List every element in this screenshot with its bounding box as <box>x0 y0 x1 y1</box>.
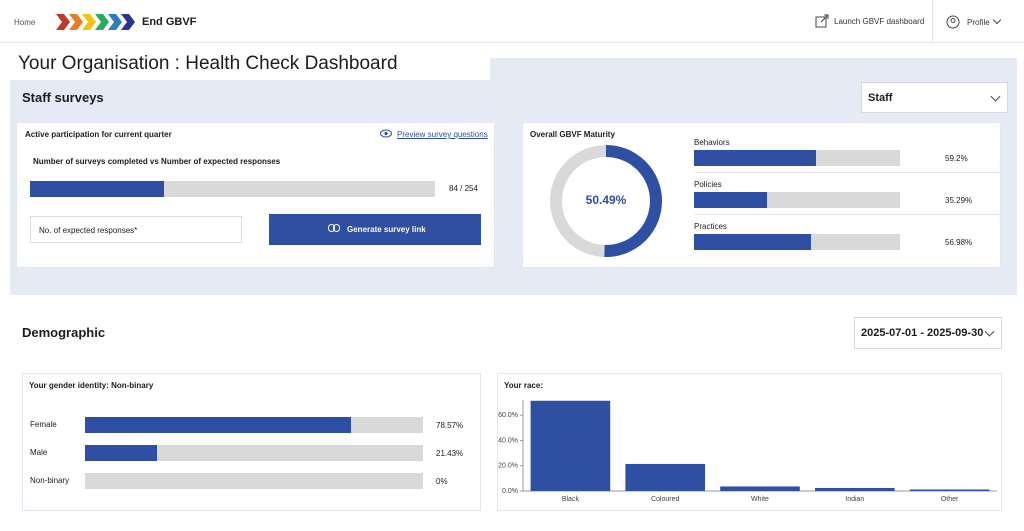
card-title: Your race: <box>504 381 543 390</box>
y-tick-label: 60.0% <box>498 412 518 419</box>
bar-label: Male <box>30 448 48 457</box>
x-tick-label: Other <box>941 496 959 503</box>
bar-label: Female <box>30 420 57 429</box>
input-placeholder: No. of expected responses* <box>39 226 138 235</box>
link-icon <box>328 224 340 232</box>
card-title: Overall GBVF Maturity <box>530 130 615 139</box>
bar-value: 59.2% <box>945 154 968 163</box>
bar <box>909 489 990 491</box>
bar <box>694 234 812 250</box>
date-dropdown[interactable]: 2025-07-01 - 2025-09-30 <box>854 317 1002 349</box>
card-subtitle: Number of surveys completed vs Number of… <box>33 157 281 166</box>
title-bg <box>10 52 490 80</box>
x-tick-label: Indian <box>845 496 864 503</box>
bar-value: 78.57% <box>436 421 464 430</box>
nav-divider <box>932 0 933 42</box>
eye-icon <box>380 129 392 138</box>
bar-track <box>85 417 423 433</box>
bar-value: 21.43% <box>436 449 464 458</box>
bar <box>530 400 611 491</box>
home-link[interactable]: Home <box>14 18 36 27</box>
y-tick-label: 40.0% <box>498 437 518 444</box>
launch-icon <box>815 14 829 28</box>
gender-card <box>22 373 481 511</box>
profile-icon <box>946 15 960 29</box>
race-chart: 0.0% 20.0% 40.0% 60.0% Black Coloured White Ind… <box>498 400 997 503</box>
date-range: 2025-07-01 - 2025-09-30 <box>861 327 984 339</box>
progress-bar <box>30 181 164 197</box>
bar-track <box>694 150 900 166</box>
bar-track <box>694 192 900 208</box>
launch-link[interactable]: Launch GBVF dashboard <box>834 17 925 26</box>
y-tick-label: 20.0% <box>498 463 518 470</box>
preview-link[interactable]: Preview survey questions <box>397 130 488 139</box>
section-title: Staff surveys <box>22 90 104 105</box>
bar <box>694 192 767 208</box>
bar-value: 35.29% <box>945 196 973 205</box>
bar <box>720 486 800 491</box>
staff-dropdown[interactable]: Staff <box>861 82 1008 113</box>
progress-track <box>30 181 435 197</box>
bar-label: Practices <box>694 222 727 231</box>
row-divider <box>694 214 1000 215</box>
bar <box>814 487 895 491</box>
bar <box>85 417 351 433</box>
bar-label: Non-binary <box>30 476 70 485</box>
bar-value: 0% <box>436 477 448 486</box>
bar <box>85 445 158 461</box>
bar-track <box>85 445 423 461</box>
donut-arc <box>550 145 662 257</box>
section-title: Demographic <box>22 325 106 340</box>
bar <box>625 463 706 491</box>
card-title: Your gender identity: Non-binary <box>29 381 154 390</box>
brand-name[interactable]: End GBVF <box>142 16 197 28</box>
y-tick-label: 0.0% <box>502 488 518 495</box>
donut-label: 50.49% <box>586 193 627 207</box>
page-title: Your Organisation : Health Check Dashboa… <box>18 53 398 74</box>
button-label: Generate survey link <box>347 225 426 234</box>
nav-bar <box>0 0 1024 43</box>
progress-label: 84 / 254 <box>449 184 478 193</box>
bar <box>694 150 816 166</box>
x-tick-label: Coloured <box>651 496 680 503</box>
brand-logo <box>56 14 135 30</box>
bar-label: Behaviors <box>694 138 730 147</box>
bar-track <box>85 473 423 489</box>
bar-label: Policies <box>694 180 722 189</box>
bar-value: 56.98% <box>945 238 973 247</box>
profile-menu[interactable]: Profile <box>967 18 990 27</box>
donut-chart: 50.49% <box>550 145 662 257</box>
card-title: Active participation for current quarter <box>25 130 172 139</box>
generate-button[interactable]: Generate survey link <box>269 214 481 245</box>
dropdown-value: Staff <box>868 91 893 104</box>
x-tick-label: Black <box>562 496 580 503</box>
expected-input[interactable]: No. of expected responses* <box>30 216 242 243</box>
x-tick-label: White <box>751 496 769 503</box>
bar-track <box>694 234 900 250</box>
row-divider <box>694 172 1000 173</box>
